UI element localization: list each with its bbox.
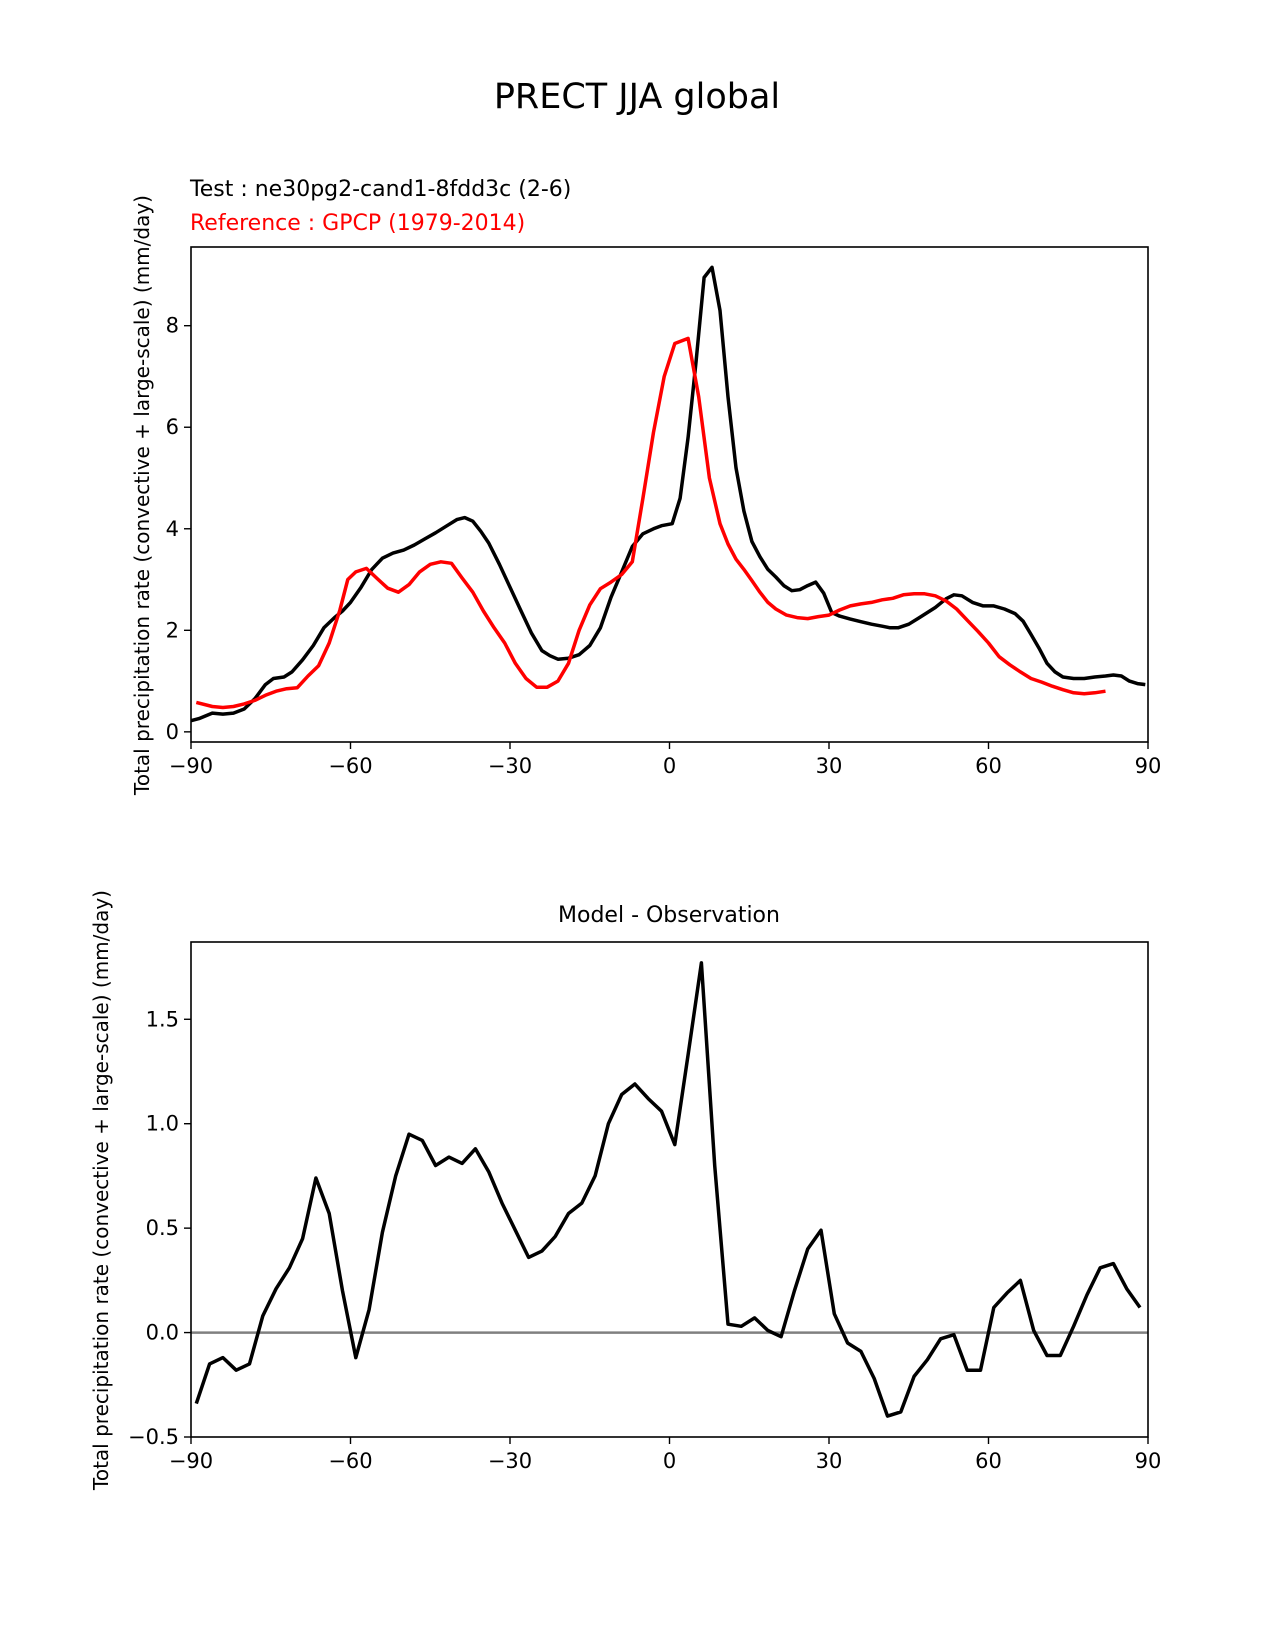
y-tick-label: 0 [166, 720, 179, 744]
x-tick-label: −30 [488, 1449, 532, 1473]
x-tick-label: −60 [328, 754, 372, 778]
x-tick-label: 90 [1135, 1449, 1162, 1473]
x-tick-label: −60 [328, 1449, 372, 1473]
plot-frame [190, 941, 1149, 1438]
top-plot-area: −90 −60 −30 0 30 60 90 0 2 4 6 8 [166, 246, 1162, 778]
x-tick-label: 90 [1135, 754, 1162, 778]
y-tick-label: 0.0 [146, 1321, 179, 1345]
y-tick-label: 2 [166, 618, 179, 642]
bottom-plot-area: −90 −60 −30 0 30 60 90 −0.5 0.0 0.5 1.0 1.5 [128, 941, 1162, 1473]
y-tick-label: 0.5 [146, 1216, 179, 1240]
series-line-2 [195, 336, 1106, 710]
bottom-title: Model - Observation [558, 903, 780, 928]
series-line-1 [194, 961, 1142, 1418]
reference-label: Reference : GPCP (1979-2014) [190, 211, 525, 236]
top-ylabel: Total precipitation rate (convective + l… [130, 195, 154, 796]
y-tick-label: 8 [166, 314, 179, 338]
series-line-1 [191, 265, 1146, 723]
y-tick-label: 1.5 [146, 1007, 179, 1031]
x-tick-label: 0 [663, 1449, 676, 1473]
x-tick-label: −90 [169, 754, 213, 778]
y-tick-label: 4 [166, 517, 179, 541]
plot-frame [190, 246, 1149, 743]
x-tick-label: 60 [975, 1449, 1002, 1473]
x-tick-label: −30 [488, 754, 532, 778]
top-panel: Test : ne30pg2-cand1-8fdd3c (2-6) Refere… [130, 177, 1161, 796]
x-tick-label: 30 [816, 1449, 843, 1473]
bottom-panel: Model - Observation Total precipitation … [89, 890, 1161, 1491]
x-tick-label: 0 [663, 754, 676, 778]
y-tick-label: −0.5 [128, 1425, 179, 1449]
y-tick-label: 1.0 [146, 1112, 179, 1136]
bottom-ylabel: Total precipitation rate (convective + l… [89, 890, 113, 1491]
test-label: Test : ne30pg2-cand1-8fdd3c (2-6) [189, 177, 571, 202]
figure-title: PRECT JJA global [494, 77, 780, 117]
x-tick-label: −90 [169, 1449, 213, 1473]
x-tick-label: 30 [816, 754, 843, 778]
y-tick-label: 6 [166, 415, 179, 439]
x-tick-label: 60 [975, 754, 1002, 778]
